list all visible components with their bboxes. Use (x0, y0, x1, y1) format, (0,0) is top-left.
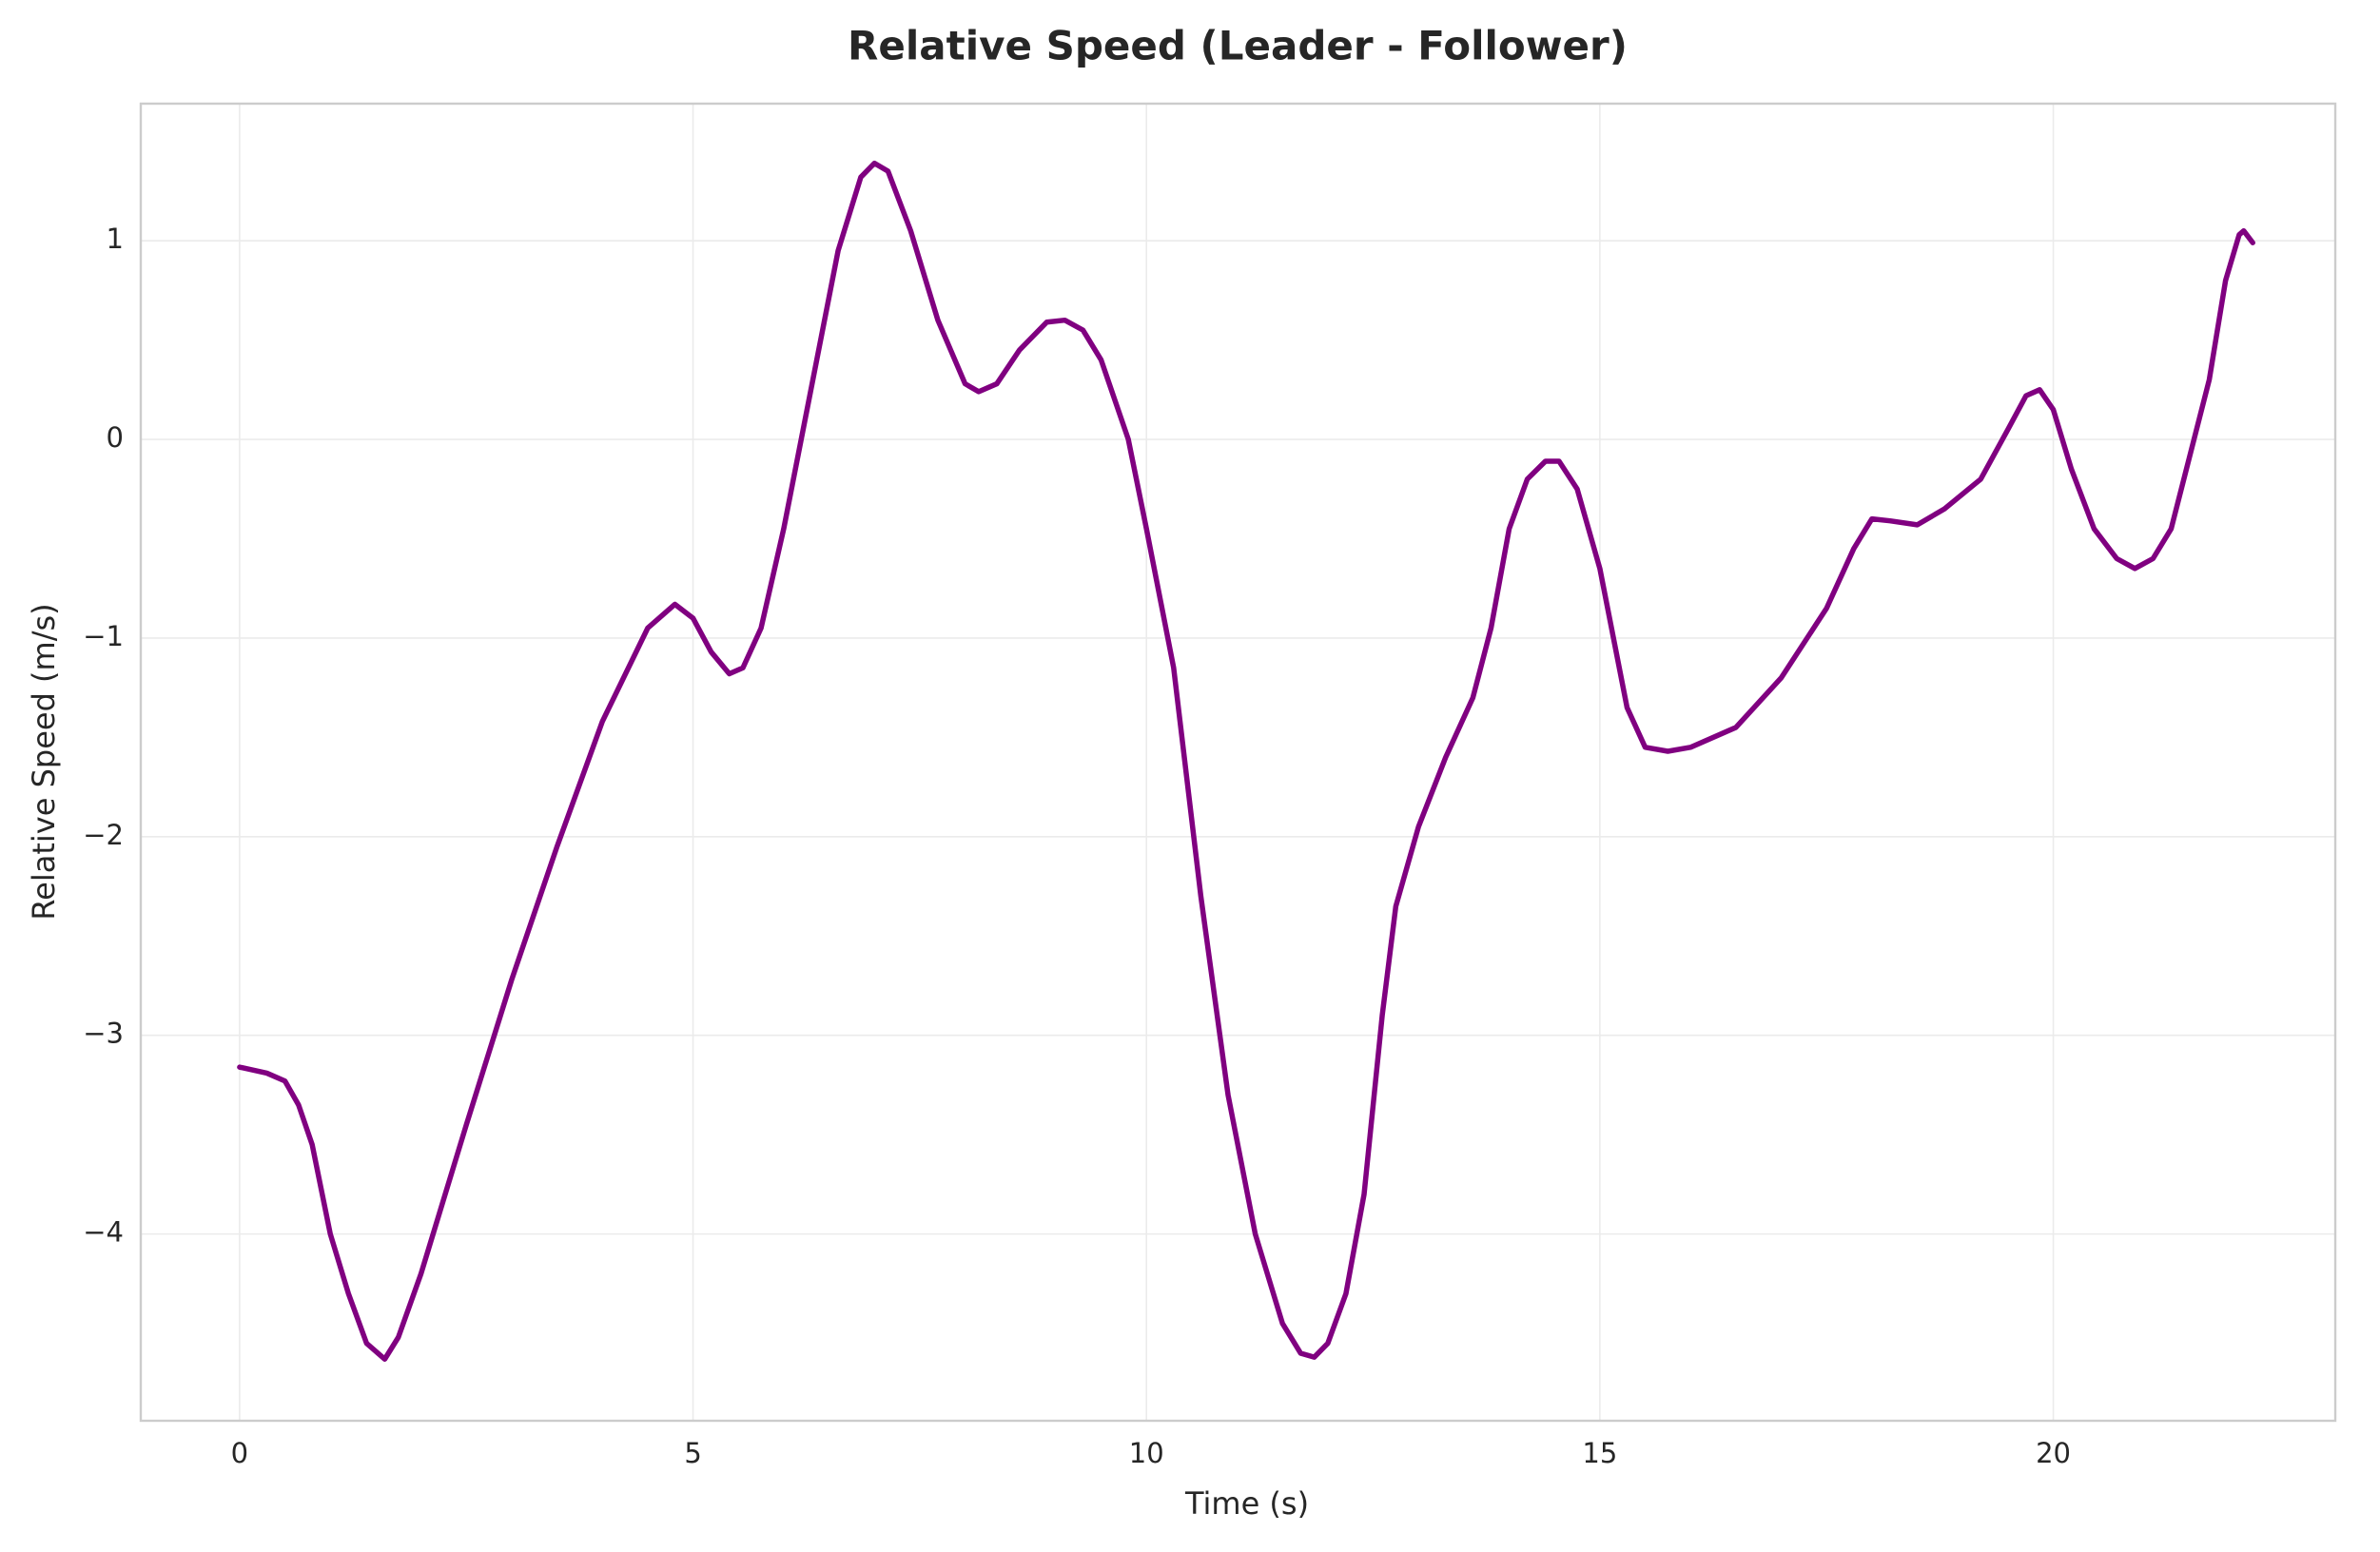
y-tick-label: −4 (83, 1216, 124, 1249)
y-tick-label: 1 (107, 223, 124, 255)
y-tick-label: −1 (83, 620, 124, 652)
y-axis-label: Relative Speed (m/s) (26, 603, 62, 920)
x-tick-label: 5 (684, 1437, 701, 1469)
y-tick-label: 0 (107, 421, 124, 454)
x-tick-label: 10 (1129, 1437, 1164, 1469)
chart-title: Relative Speed (Leader - Follower) (848, 23, 1628, 69)
x-tick-label: 20 (2036, 1437, 2071, 1469)
data-line (237, 160, 2255, 1362)
x-tick-label: 0 (231, 1437, 248, 1469)
x-axis-label: Time (s) (1184, 1485, 1309, 1522)
y-tick-label: −3 (83, 1018, 124, 1050)
plot-frame (139, 102, 2337, 1423)
x-tick-label: 15 (1582, 1437, 1617, 1469)
y-tick-label: −2 (83, 819, 124, 851)
